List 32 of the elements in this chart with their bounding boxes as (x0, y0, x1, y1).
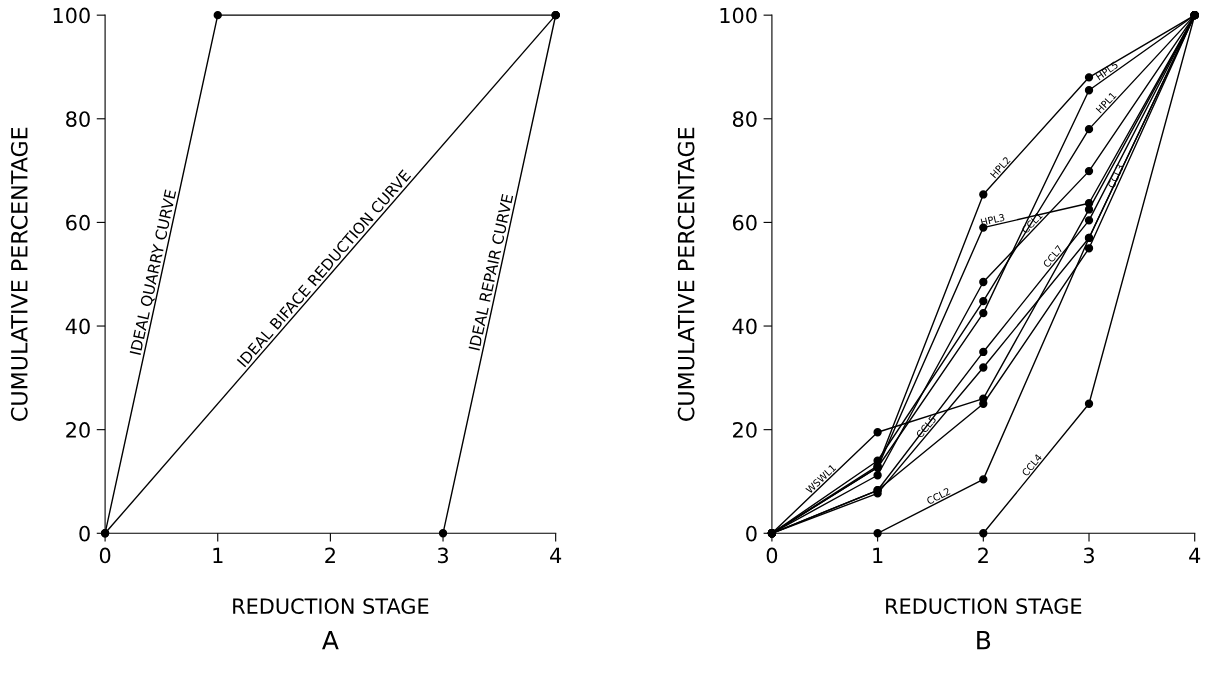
y-tick-label: 80 (732, 111, 757, 127)
x-tick-label: 1 (873, 547, 883, 564)
y-tick-label: 100 (720, 7, 757, 24)
x-tick-label: 3 (1083, 547, 1094, 564)
y-tick-label: 0 (79, 525, 90, 542)
y-tick-label: 80 (66, 111, 90, 127)
text: B (977, 631, 991, 650)
y-tick-label: 60 (66, 214, 90, 231)
y-tick-label: 100 (53, 7, 90, 24)
x-tick-label: 3 (437, 547, 448, 564)
y-tick-label: 40 (732, 318, 757, 335)
y-tick-label: 20 (733, 422, 757, 438)
x-tick-label: 0 (99, 547, 111, 564)
y-tick-label: 20 (66, 422, 90, 438)
annotation: HPL3 (980, 213, 1005, 226)
x-tick-label: 0 (766, 547, 778, 564)
x-tick-label: 1 (213, 547, 223, 564)
annotation: CCL2 (926, 487, 951, 505)
x-tick-label: 2 (978, 547, 988, 564)
annotation: IDEAL QUARRY CURVE (129, 189, 179, 356)
x-tick-label: 4 (550, 547, 562, 564)
x-axis-title: REDUCTION STAGE (233, 598, 429, 615)
y-axis-title: CUMULATIVE PERCENTAGE (10, 127, 28, 421)
annotation: IDEAL REPAIR CURVE (468, 193, 514, 351)
y-tick-label: 40 (65, 318, 90, 335)
x-tick-label: 2 (325, 547, 335, 564)
y-tick-label: 60 (732, 214, 757, 231)
y-axis-title: CUMULATIVE PERCENTAGE (677, 127, 695, 421)
text: A (322, 631, 339, 650)
x-axis-title: REDUCTION STAGE (886, 598, 1082, 615)
x-tick-label: 4 (1189, 547, 1201, 564)
y-tick-label: 0 (746, 525, 757, 542)
